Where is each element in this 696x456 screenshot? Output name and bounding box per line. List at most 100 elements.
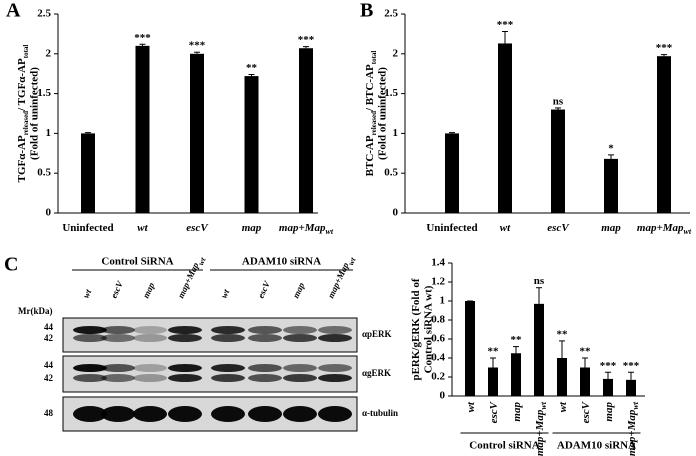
significance-label: *** bbox=[497, 19, 514, 31]
y-axis-label-part: TGFα-AP bbox=[16, 135, 28, 182]
lane-label-part: map+Map bbox=[326, 260, 351, 299]
mw-marker: 48 bbox=[44, 408, 54, 418]
blot-band bbox=[248, 364, 282, 372]
mw-marker: 42 bbox=[44, 373, 54, 383]
x-tick-label-part: map+Map bbox=[637, 222, 684, 234]
x-tick-label-part: escV bbox=[186, 222, 209, 234]
y-tick-label: 1.2 bbox=[431, 276, 445, 288]
significance-label: * bbox=[608, 142, 614, 154]
blot-band bbox=[101, 364, 135, 372]
x-tick-label-part: wt bbox=[137, 222, 148, 234]
blot-panel bbox=[62, 355, 358, 393]
lane-label-part: wt bbox=[197, 256, 209, 267]
blot-band bbox=[168, 364, 202, 372]
x-tick-label: Uninfected bbox=[62, 222, 113, 234]
blot-band bbox=[168, 334, 202, 342]
lane-label-part: wt bbox=[347, 256, 359, 267]
blot-band bbox=[211, 406, 245, 422]
y-tick-label: 2 bbox=[46, 47, 52, 59]
y-axis-label-part: pERK/gERK (Fold of bbox=[410, 278, 422, 380]
significance-label: *** bbox=[623, 360, 640, 372]
y-axis-label-part: released bbox=[22, 111, 30, 135]
blot-band bbox=[283, 334, 317, 342]
x-tick-label: wt bbox=[557, 401, 569, 412]
x-tick-label: escV bbox=[580, 400, 592, 423]
blot-band bbox=[133, 334, 167, 342]
y-tick-label: 1 bbox=[440, 295, 446, 307]
bar bbox=[603, 378, 613, 396]
significance-label: ** bbox=[580, 346, 592, 358]
blot-band bbox=[133, 364, 167, 372]
x-tick-label: Uninfected bbox=[426, 222, 477, 234]
blot-band bbox=[168, 406, 202, 422]
blot-band bbox=[211, 334, 245, 342]
lane-label-part: escV bbox=[256, 279, 273, 300]
y-axis-label-part: / TGFα-AP bbox=[16, 58, 28, 112]
lane-label: map bbox=[291, 281, 307, 300]
x-tick-label-part: wt bbox=[539, 401, 548, 409]
lane-label: map+Mapwt bbox=[326, 253, 359, 301]
lane-label-part: escV bbox=[109, 279, 126, 300]
x-tick-label-part: map bbox=[601, 222, 621, 234]
bar bbox=[551, 109, 565, 213]
y-tick-label: 1 bbox=[393, 127, 399, 139]
x-tick-label-part: wt bbox=[465, 401, 477, 412]
mw-marker: 44 bbox=[44, 322, 54, 332]
y-tick-label: 0.5 bbox=[37, 167, 51, 179]
blot-band bbox=[248, 326, 282, 334]
bar bbox=[534, 303, 544, 396]
y-axis-label-part: total bbox=[370, 51, 378, 65]
x-tick-label-part: escV bbox=[547, 222, 570, 234]
x-tick-label-part: wt bbox=[557, 401, 569, 412]
mr-label: Mr(kDa) bbox=[18, 306, 53, 316]
bar bbox=[244, 76, 259, 213]
x-tick-label-part: wt bbox=[631, 401, 640, 409]
y-tick-label: 2.5 bbox=[384, 8, 398, 20]
y-axis-label: TGFα-APreleased/ TGFα-APtotal bbox=[16, 45, 30, 183]
x-tick-label: map+Mapwt bbox=[637, 222, 692, 237]
panel-label: C bbox=[4, 254, 18, 276]
y-axis-label: Control siRNA wt) bbox=[423, 285, 435, 373]
blot-band bbox=[248, 374, 282, 382]
blot-band bbox=[211, 326, 245, 334]
lane-label: wt bbox=[81, 287, 94, 299]
x-tick-label-part: map+Map bbox=[279, 222, 326, 234]
lane-label: map bbox=[141, 281, 157, 300]
blot-band bbox=[211, 364, 245, 372]
y-axis-label-part: total bbox=[22, 45, 30, 59]
blot-band bbox=[248, 334, 282, 342]
blot-band bbox=[73, 406, 107, 422]
x-tick-label: map bbox=[242, 222, 262, 234]
significance-label: *** bbox=[656, 42, 673, 54]
bar bbox=[135, 45, 150, 214]
blot-band bbox=[101, 334, 135, 342]
lane-label: wt bbox=[219, 287, 232, 299]
antibody-label: α-tubulin bbox=[362, 408, 398, 418]
blot-band bbox=[318, 406, 352, 422]
significance-label: ns bbox=[534, 275, 545, 287]
significance-label: ** bbox=[557, 328, 569, 340]
x-tick-label: escV bbox=[547, 222, 570, 234]
antibody-label: αpERK bbox=[362, 329, 392, 339]
blot-band bbox=[73, 326, 107, 334]
y-tick-label: 0 bbox=[393, 207, 399, 219]
blot-band bbox=[248, 406, 282, 422]
significance-label: *** bbox=[298, 34, 315, 46]
x-tick-label: map+Mapwt bbox=[279, 222, 334, 237]
y-tick-label: 1.5 bbox=[384, 87, 398, 99]
lane-label-part: map bbox=[141, 281, 157, 300]
bar bbox=[81, 133, 95, 213]
lane-label-part: wt bbox=[219, 287, 232, 299]
blot-band bbox=[283, 374, 317, 382]
significance-label: *** bbox=[134, 32, 151, 44]
bar bbox=[190, 53, 204, 213]
lane-label-part: wt bbox=[81, 287, 94, 299]
lane-label: map+Mapwt bbox=[176, 253, 209, 301]
bar bbox=[580, 367, 590, 396]
x-tick-label-part: Uninfected bbox=[426, 222, 477, 234]
blot-band bbox=[283, 364, 317, 372]
y-axis-label-part: released bbox=[370, 111, 378, 135]
x-tick-label: map bbox=[603, 402, 615, 422]
x-tick-label-part: map bbox=[603, 402, 615, 422]
significance-label: *** bbox=[600, 360, 617, 372]
